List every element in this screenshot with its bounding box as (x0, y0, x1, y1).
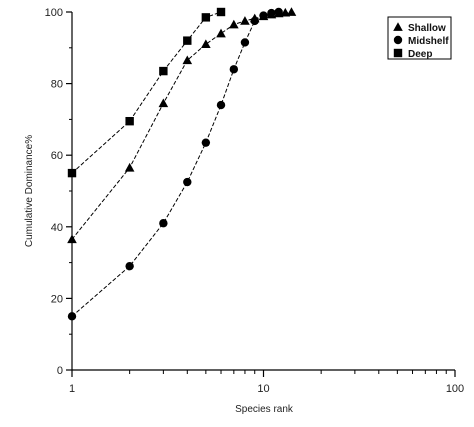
x-tick-label: 10 (257, 383, 269, 395)
y-tick-label: 20 (51, 293, 63, 305)
series-deep (67, 7, 226, 178)
deep-point (201, 13, 211, 22)
legend-label-shallow: Shallow (408, 23, 446, 34)
y-tick-label: 40 (51, 222, 63, 234)
shallow-point (216, 28, 226, 38)
legend: Shallow Midshelf Deep (387, 16, 452, 60)
midshelf-point (67, 312, 77, 321)
x-tick-label: 100 (446, 383, 464, 395)
shallow-point (240, 16, 250, 25)
shallow-point (124, 162, 135, 172)
deep-point (125, 116, 134, 126)
y-tick-label: 60 (51, 150, 63, 162)
legend-marker-midshelf (393, 35, 403, 45)
shallow-point (201, 39, 211, 49)
y-axis-title: Cumulative Dominance% (24, 135, 35, 247)
shallow-point (286, 7, 297, 16)
legend-marker-deep (393, 48, 403, 58)
deep-point (159, 66, 168, 76)
series-layer (67, 7, 297, 321)
midshelf-point (267, 8, 276, 18)
midshelf-point (201, 138, 211, 147)
midshelf-point (240, 38, 250, 47)
midshelf-point (259, 11, 268, 20)
midshelf-point (159, 219, 168, 228)
legend-label-deep: Deep (408, 49, 432, 60)
x-tick-label: 1 (69, 383, 75, 395)
midshelf-point (125, 261, 134, 271)
shallow-point (229, 19, 239, 29)
axes: 0 20 40 60 80 100 1 10 100 (45, 7, 465, 395)
shallow-line (71, 11, 292, 240)
y-tick-label: 80 (51, 79, 63, 91)
shallow-point (158, 98, 169, 108)
shallow-point (182, 55, 193, 65)
x-axis-title: Species rank (235, 404, 294, 415)
legend-marker-shallow (393, 22, 403, 31)
midshelf-point (250, 16, 259, 26)
shallow-point (67, 234, 77, 244)
series-shallow (67, 7, 297, 244)
midshelf-point (274, 7, 283, 17)
deep-point (67, 168, 77, 178)
deep-line (71, 11, 222, 174)
midshelf-point (216, 100, 226, 110)
midshelf-point (229, 65, 239, 74)
midshelf-point (183, 177, 192, 187)
deep-point (183, 36, 192, 45)
deep-point (216, 7, 226, 17)
y-tick-label: 100 (45, 7, 63, 19)
series-midshelf (67, 7, 283, 321)
midshelf-line (71, 11, 279, 317)
y-tick-label: 0 (57, 365, 63, 377)
legend-label-midshelf: Midshelf (408, 36, 449, 47)
